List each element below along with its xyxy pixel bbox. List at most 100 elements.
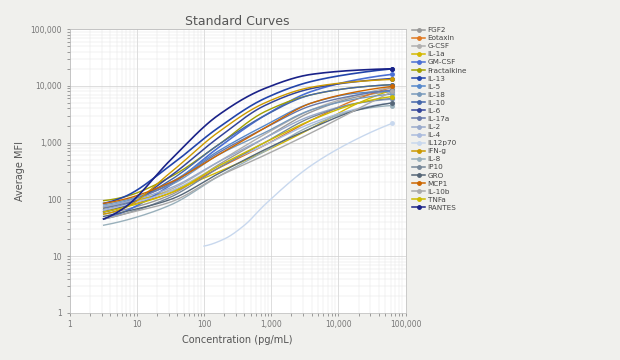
IL-6 bbox=[100, 210, 107, 214]
IL-6 bbox=[374, 77, 382, 82]
IL-1a bbox=[100, 206, 107, 210]
IL12p70 bbox=[211, 240, 219, 245]
Line: IL-17a: IL-17a bbox=[104, 90, 392, 208]
IP10 bbox=[100, 217, 107, 221]
GM-CSF bbox=[389, 72, 396, 76]
IL-5 bbox=[100, 204, 107, 208]
IL-10b bbox=[154, 204, 161, 208]
IL-1a bbox=[364, 97, 371, 101]
Eotaxin bbox=[177, 186, 184, 191]
G-CSF bbox=[389, 85, 396, 89]
TNFa bbox=[154, 196, 161, 200]
IL12p70 bbox=[208, 242, 215, 246]
FGF2 bbox=[117, 208, 125, 213]
RANTES bbox=[364, 67, 371, 72]
IL-13 bbox=[117, 196, 125, 200]
Line: IL-4: IL-4 bbox=[104, 103, 392, 210]
IL-5 bbox=[364, 90, 371, 94]
TNFa bbox=[374, 96, 382, 101]
Line: IL-13: IL-13 bbox=[104, 69, 392, 203]
IL-8 bbox=[364, 106, 371, 110]
IL-1a bbox=[389, 88, 396, 92]
IL-2 bbox=[154, 191, 161, 195]
IL-2 bbox=[117, 201, 125, 205]
IL-8 bbox=[154, 208, 161, 212]
FGF2 bbox=[389, 89, 396, 94]
GM-CSF bbox=[374, 74, 382, 78]
IL-17a bbox=[389, 88, 396, 92]
Line: IL12p70: IL12p70 bbox=[204, 123, 392, 246]
IL-10 bbox=[154, 186, 161, 190]
IL-10 bbox=[364, 84, 371, 89]
IL-18 bbox=[389, 92, 396, 96]
IL-10b bbox=[364, 102, 371, 106]
IL-10b bbox=[117, 213, 125, 217]
IL-6 bbox=[117, 205, 125, 210]
IP10 bbox=[154, 201, 161, 205]
GRO bbox=[117, 211, 125, 215]
IFN-g bbox=[100, 212, 107, 216]
IL-10b bbox=[374, 96, 382, 101]
IL-6 bbox=[364, 78, 371, 82]
Fractalkine bbox=[117, 195, 125, 200]
MCP1 bbox=[374, 86, 382, 90]
IL-17a bbox=[112, 203, 119, 208]
GM-CSF bbox=[154, 192, 161, 196]
IP10 bbox=[374, 98, 382, 102]
Line: IL-5: IL-5 bbox=[104, 91, 392, 206]
Fractalkine bbox=[112, 197, 119, 201]
Title: Standard Curves: Standard Curves bbox=[185, 15, 290, 28]
TNFa bbox=[177, 186, 184, 190]
MCP1 bbox=[112, 199, 119, 203]
MCP1 bbox=[177, 175, 184, 180]
IL12p70 bbox=[250, 213, 258, 218]
Line: FGF2: FGF2 bbox=[104, 91, 392, 214]
RANTES bbox=[177, 148, 184, 152]
X-axis label: Concentration (pg/mL): Concentration (pg/mL) bbox=[182, 335, 293, 345]
IP10 bbox=[177, 190, 184, 194]
G-CSF bbox=[112, 205, 119, 209]
IL-8 bbox=[100, 223, 107, 228]
Line: G-CSF: G-CSF bbox=[104, 87, 392, 210]
IL-13 bbox=[364, 69, 371, 74]
IL12p70 bbox=[373, 128, 380, 132]
Fractalkine bbox=[177, 169, 184, 173]
Line: TNFa: TNFa bbox=[104, 96, 392, 212]
Eotaxin bbox=[117, 205, 125, 210]
GRO bbox=[364, 105, 371, 109]
FGF2 bbox=[154, 198, 161, 202]
IL-4 bbox=[100, 208, 107, 212]
IL-13 bbox=[389, 67, 396, 71]
IL-10b bbox=[177, 195, 184, 200]
RANTES bbox=[100, 217, 107, 221]
Eotaxin bbox=[154, 195, 161, 199]
G-CSF bbox=[100, 208, 107, 212]
IL-10 bbox=[374, 83, 382, 87]
TNFa bbox=[389, 94, 396, 99]
IL-18 bbox=[112, 201, 119, 205]
IL-2 bbox=[100, 204, 107, 208]
IL-13 bbox=[374, 68, 382, 72]
RANTES bbox=[112, 211, 119, 216]
IL-1a bbox=[117, 202, 125, 206]
G-CSF bbox=[154, 192, 161, 197]
G-CSF bbox=[374, 88, 382, 92]
IL12p70 bbox=[236, 228, 243, 232]
Fractalkine bbox=[374, 83, 382, 87]
Line: IL-1a: IL-1a bbox=[104, 90, 392, 208]
IL-10 bbox=[177, 171, 184, 176]
IL-17a bbox=[100, 206, 107, 210]
Fractalkine bbox=[100, 198, 107, 203]
IL-5 bbox=[374, 90, 382, 94]
MCP1 bbox=[117, 198, 125, 202]
Y-axis label: Average MFI: Average MFI bbox=[15, 141, 25, 201]
Line: IP10: IP10 bbox=[104, 99, 392, 219]
Line: MCP1: MCP1 bbox=[104, 86, 392, 203]
IL-13 bbox=[154, 173, 161, 177]
IL-13 bbox=[177, 156, 184, 160]
GRO bbox=[389, 101, 396, 105]
Line: Fractalkine: Fractalkine bbox=[104, 85, 392, 201]
FGF2 bbox=[177, 188, 184, 192]
IL-6 bbox=[112, 207, 119, 211]
IL-17a bbox=[154, 188, 161, 192]
